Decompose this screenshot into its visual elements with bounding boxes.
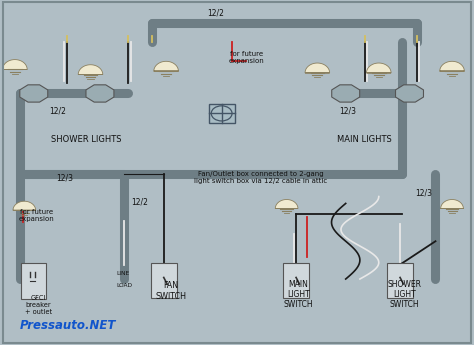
- Text: 12/2: 12/2: [132, 197, 148, 206]
- FancyBboxPatch shape: [209, 104, 235, 123]
- Polygon shape: [275, 199, 298, 209]
- Polygon shape: [154, 61, 178, 71]
- Text: 12/2: 12/2: [207, 8, 224, 17]
- Text: SHOWER LIGHTS: SHOWER LIGHTS: [51, 135, 121, 144]
- Polygon shape: [78, 65, 103, 75]
- Polygon shape: [20, 85, 48, 102]
- Polygon shape: [332, 85, 360, 102]
- Text: LOAD: LOAD: [117, 283, 133, 288]
- Polygon shape: [86, 85, 114, 102]
- Polygon shape: [395, 85, 423, 102]
- Polygon shape: [366, 63, 391, 73]
- FancyBboxPatch shape: [20, 263, 46, 299]
- Polygon shape: [2, 60, 27, 69]
- Text: GFCI
breaker
+ outlet: GFCI breaker + outlet: [25, 295, 52, 315]
- Text: 12/3: 12/3: [339, 106, 356, 115]
- Text: for future
expansion: for future expansion: [18, 209, 54, 222]
- Text: LINE: LINE: [117, 272, 130, 276]
- Text: SHOWER
LIGHT
SWITCH: SHOWER LIGHT SWITCH: [388, 279, 422, 309]
- Polygon shape: [13, 201, 36, 210]
- Polygon shape: [441, 199, 464, 209]
- FancyBboxPatch shape: [387, 263, 413, 298]
- Text: 12/3: 12/3: [56, 173, 73, 182]
- FancyBboxPatch shape: [151, 263, 176, 298]
- Polygon shape: [305, 63, 329, 73]
- Text: 12/3: 12/3: [415, 189, 432, 198]
- Text: MAIN
LIGHT
SWITCH: MAIN LIGHT SWITCH: [283, 279, 313, 309]
- Text: 12/2: 12/2: [49, 106, 66, 115]
- Polygon shape: [440, 61, 465, 71]
- Text: FAN
SWITCH: FAN SWITCH: [155, 281, 186, 301]
- Text: MAIN LIGHTS: MAIN LIGHTS: [337, 135, 392, 144]
- Text: for future
expansion: for future expansion: [228, 51, 264, 64]
- Text: Pressauto.NET: Pressauto.NET: [19, 319, 116, 332]
- Text: Fan/Outlet box connected to 2-gang
light switch box via 12/2 cable in attic: Fan/Outlet box connected to 2-gang light…: [194, 171, 327, 184]
- FancyBboxPatch shape: [283, 263, 309, 298]
